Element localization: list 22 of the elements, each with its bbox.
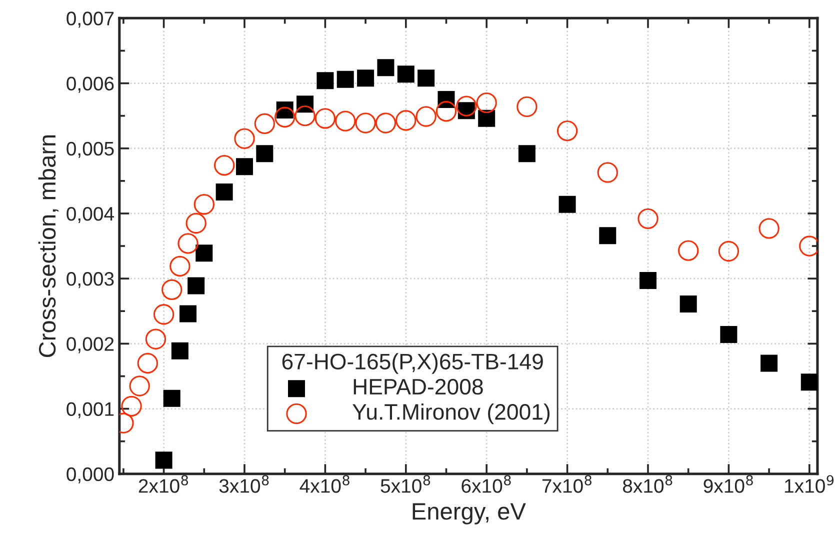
x-tick-label: 5x10$^{8}$ bbox=[380, 475, 430, 493]
y-tick-label: 0,003 bbox=[66, 272, 114, 288]
y-tick-label: 0,000 bbox=[66, 467, 114, 484]
y-tick-label: 0,007 bbox=[66, 12, 114, 28]
y-tick-label: 0,001 bbox=[66, 402, 114, 418]
x-tick-label: 8x10$^{8}$ bbox=[622, 475, 672, 493]
y-tick-label: 0,004 bbox=[66, 206, 114, 224]
legend-title: 67-HO-165(P,X)65-TB-149 bbox=[282, 353, 543, 374]
x-tick-label: 4x10$^{8}$ bbox=[300, 475, 350, 493]
x-axis-title: Energy, eV bbox=[412, 503, 526, 524]
x-tick-label: 7x10$^{8}$ bbox=[542, 475, 592, 493]
y-tick-label: 0,006 bbox=[66, 76, 114, 93]
x-tick-label: 6x10$^{8}$ bbox=[462, 475, 511, 493]
x-tick-label: 2x10$^{8}$ bbox=[138, 475, 188, 493]
x-tick-label: 9x10$^{8}$ bbox=[704, 475, 753, 493]
y-tick-label: 0,002 bbox=[66, 337, 114, 354]
legend-label: Yu.T.Mironov (2001) bbox=[352, 403, 550, 424]
legend-label: HEPAD-2008 bbox=[354, 378, 483, 395]
x-tick-label: 1x10$^{9}$ bbox=[785, 475, 834, 493]
x-tick-label: 3x10$^{8}$ bbox=[219, 475, 269, 493]
y-tick-label: 0,005 bbox=[66, 142, 114, 158]
y-axis-title: Cross-section, mbarn bbox=[38, 135, 58, 358]
